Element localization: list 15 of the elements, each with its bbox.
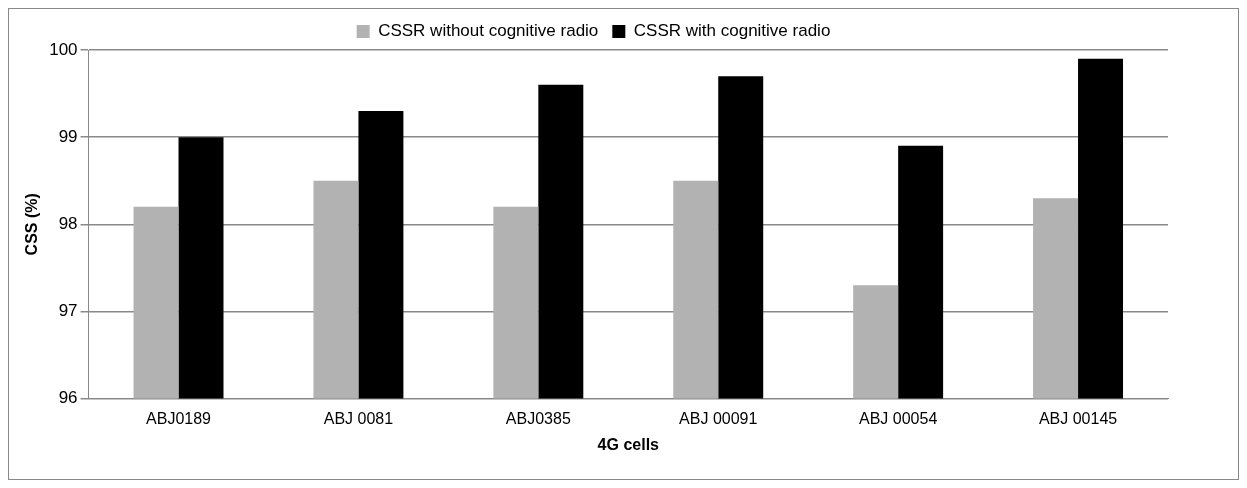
x-axis-title: 4G cells: [597, 435, 660, 453]
y-tick-label: 96: [58, 388, 78, 408]
x-tick-label: ABJ0385: [505, 409, 571, 427]
legend-label: CSSR without cognitive radio: [378, 21, 599, 41]
x-tick-label: ABJ 00091: [679, 409, 758, 427]
x-tick-label: ABJ 0081: [323, 409, 394, 427]
y-tick-label: 98: [58, 213, 78, 233]
x-tick-label: ABJ 00145: [1038, 409, 1118, 427]
x-tick-label: ABJ 00054: [859, 409, 938, 427]
y-tick-label: 100: [49, 39, 78, 59]
y-axis-title: CSS (%): [23, 193, 41, 256]
y-tick-label: 99: [58, 126, 78, 146]
y-tick-label: 97: [58, 301, 78, 321]
legend-label: CSSR with cognitive radio: [633, 21, 831, 41]
x-tick-label: ABJ0189: [146, 409, 212, 427]
